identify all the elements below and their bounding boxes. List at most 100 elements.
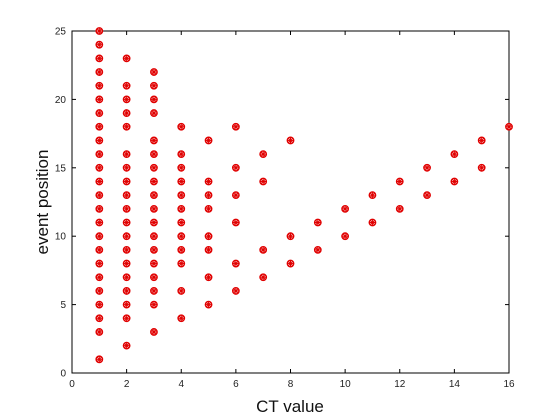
data-point bbox=[150, 300, 158, 309]
data-point bbox=[395, 177, 404, 186]
data-point bbox=[286, 136, 295, 145]
data-point bbox=[341, 204, 350, 213]
data-point bbox=[95, 136, 104, 145]
data-point bbox=[122, 245, 131, 254]
data-point bbox=[177, 204, 186, 213]
data-point bbox=[122, 150, 131, 159]
y-tick: 5 bbox=[60, 300, 509, 311]
data-point bbox=[150, 273, 158, 282]
x-tick-label: 16 bbox=[503, 379, 515, 390]
data-point bbox=[150, 204, 158, 213]
data-point bbox=[259, 245, 268, 254]
data-point bbox=[95, 245, 104, 254]
y-tick: 20 bbox=[55, 95, 509, 106]
data-point bbox=[177, 314, 186, 323]
y-tick-label: 0 bbox=[60, 369, 66, 380]
data-point bbox=[122, 341, 131, 350]
data-point bbox=[122, 191, 131, 200]
data-point bbox=[95, 273, 104, 282]
data-point bbox=[95, 287, 104, 295]
x-tick: 8 bbox=[288, 31, 294, 390]
y-tick-label: 10 bbox=[55, 232, 67, 243]
data-point bbox=[423, 191, 431, 200]
data-point bbox=[177, 177, 186, 186]
data-point bbox=[450, 150, 459, 159]
y-axis-label: event position bbox=[33, 150, 52, 255]
data-point bbox=[204, 245, 213, 254]
data-point bbox=[122, 287, 131, 295]
data-point bbox=[204, 232, 213, 241]
data-point bbox=[95, 355, 104, 364]
data-point bbox=[177, 163, 186, 172]
data-point bbox=[95, 218, 104, 227]
data-point bbox=[95, 204, 104, 213]
data-point bbox=[313, 218, 322, 227]
data-point bbox=[231, 163, 240, 172]
data-point bbox=[122, 81, 131, 90]
data-point bbox=[95, 122, 104, 131]
data-point bbox=[122, 95, 131, 104]
x-tick: 16 bbox=[503, 31, 515, 390]
data-point bbox=[95, 163, 104, 172]
x-tick-label: 2 bbox=[124, 379, 130, 390]
data-point bbox=[177, 218, 186, 227]
data-point bbox=[150, 136, 158, 145]
data-point bbox=[150, 109, 158, 117]
data-point bbox=[122, 109, 131, 117]
data-point bbox=[150, 81, 158, 90]
data-point bbox=[122, 300, 131, 309]
y-tick-label: 15 bbox=[55, 163, 67, 174]
data-point bbox=[177, 287, 186, 295]
x-tick-label: 10 bbox=[340, 379, 352, 390]
data-point bbox=[122, 232, 131, 241]
data-point bbox=[177, 259, 186, 268]
data-point bbox=[95, 95, 104, 104]
data-point bbox=[177, 232, 186, 241]
data-point bbox=[150, 328, 158, 336]
x-tick: 2 bbox=[124, 31, 130, 390]
plot-frame bbox=[71, 30, 510, 374]
x-axis-label: CT value bbox=[256, 397, 324, 416]
data-point bbox=[231, 218, 240, 227]
data-point bbox=[150, 287, 158, 295]
data-point bbox=[122, 163, 131, 172]
x-tick-label: 14 bbox=[449, 379, 461, 390]
data-point bbox=[341, 232, 350, 241]
data-point bbox=[231, 259, 240, 268]
x-tick: 10 bbox=[340, 31, 352, 390]
data-point bbox=[368, 191, 377, 200]
data-point bbox=[95, 68, 104, 76]
data-points bbox=[95, 27, 513, 364]
x-axis-ticks: 0 2 4 6 8 10 12 14 16 bbox=[69, 31, 515, 390]
data-point bbox=[313, 245, 322, 254]
data-point bbox=[95, 191, 104, 200]
data-point bbox=[177, 245, 186, 254]
data-point bbox=[231, 122, 240, 131]
data-point bbox=[122, 259, 131, 268]
x-tick-label: 8 bbox=[288, 379, 294, 390]
y-tick: 25 bbox=[55, 27, 509, 38]
data-point bbox=[122, 273, 131, 282]
data-point bbox=[150, 95, 158, 104]
y-tick-label: 25 bbox=[55, 27, 67, 38]
data-point bbox=[95, 81, 104, 90]
data-point bbox=[95, 54, 104, 63]
y-tick: 0 bbox=[60, 369, 509, 380]
y-tick: 10 bbox=[55, 232, 509, 243]
data-point bbox=[177, 122, 186, 131]
data-point bbox=[204, 177, 213, 186]
data-point bbox=[286, 259, 295, 268]
data-point bbox=[150, 177, 158, 186]
data-point bbox=[150, 163, 158, 172]
data-point bbox=[177, 150, 186, 159]
y-tick: 15 bbox=[55, 163, 509, 174]
data-point bbox=[95, 27, 104, 35]
data-point bbox=[122, 122, 131, 131]
data-point bbox=[95, 300, 104, 309]
data-point bbox=[95, 259, 104, 268]
data-point bbox=[150, 68, 158, 76]
data-point bbox=[231, 191, 240, 200]
data-point bbox=[368, 218, 377, 227]
data-point bbox=[204, 136, 213, 145]
data-point bbox=[122, 54, 131, 63]
